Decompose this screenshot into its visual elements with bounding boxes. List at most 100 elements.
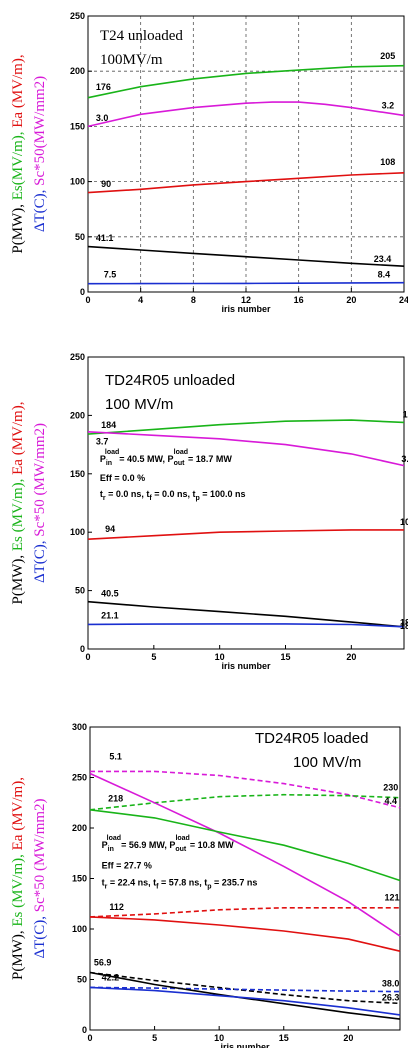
parameter-note-segment: r [105, 884, 108, 891]
series-line [89, 971, 401, 1005]
y-tick-label: 250 [70, 11, 85, 21]
y-axis-label-line2: ΔT(C), Sc*50 (MW/mm2) [32, 423, 48, 583]
parameter-note-segment: = 40.5 MW, P [119, 454, 173, 464]
data-label: 108 [380, 157, 395, 167]
y-tick-label: 50 [77, 975, 87, 985]
y-axis-label-part: ΔT(C), [32, 186, 48, 232]
chart-subtitle: 100 MV/m [105, 396, 173, 413]
series-line [87, 245, 405, 267]
y-tick-label: 100 [70, 527, 85, 537]
series-line [87, 281, 405, 285]
parameter-note-segment: = 57.8 ns, t [158, 878, 207, 888]
parameter-note-segment: P [100, 454, 106, 464]
chart-title: TD24R05 loaded [255, 730, 368, 747]
data-label: 194 [403, 410, 408, 420]
chart-t24-unloaded: 0 4 8 12 16 20 24 0 50 100 150 200 250 iris number 176… [10, 11, 408, 314]
parameter-note-segment: load [107, 835, 121, 842]
y-tick-label: 250 [72, 773, 87, 783]
data-label: 5.1 [109, 751, 122, 761]
y-tick-label: 0 [82, 1025, 87, 1035]
series-line [87, 64, 405, 99]
x-tick-label: 8 [191, 295, 196, 305]
data-label: 8.4 [378, 270, 391, 280]
series-line [89, 809, 401, 882]
x-tick-label: 15 [279, 1033, 289, 1043]
x-tick-label: 20 [343, 1033, 353, 1043]
y-tick-label: 300 [72, 722, 87, 732]
x-tick-label: 15 [280, 652, 290, 662]
y-axis-label-line1: P(MW), Es (MV/m), Ea (MV/m), [10, 777, 26, 980]
chart-subtitle: 100MV/m [100, 52, 163, 68]
series-line [87, 529, 404, 540]
series-line [89, 793, 401, 811]
x-tick-label: 5 [151, 652, 156, 662]
series-line [89, 971, 401, 1020]
y-axis-label-part: Sc*50 (MW/mm2) [32, 798, 48, 912]
y-tick-label: 200 [72, 823, 87, 833]
x-tick-label: 0 [85, 652, 90, 662]
series-line [87, 101, 405, 128]
data-label: 40.5 [101, 588, 119, 598]
parameter-note-segment: load [174, 449, 188, 456]
x-tick-label: 4 [138, 295, 143, 305]
series-line [89, 986, 401, 993]
parameter-note-segment: load [175, 835, 189, 842]
y-axis-label-part: Ea (MV/m), [10, 777, 26, 850]
parameter-note: Eff = 0.0 % [100, 473, 145, 483]
y-axis-label-line2: ΔT(C), Sc*50 (MW/mm2) [32, 798, 48, 958]
parameter-note: Pinload= 56.9 MW, Poutload= 10.8 MW [102, 835, 234, 853]
series-line [89, 916, 401, 952]
parameter-note-segment: f [156, 884, 159, 891]
data-label: 3.2 [382, 101, 395, 111]
data-label: 3.1 [401, 454, 408, 464]
series-line [87, 600, 405, 628]
data-label: 112 [109, 902, 124, 912]
axes-frame [87, 356, 405, 650]
y-axis-label-part: P(MW), [10, 927, 26, 980]
data-label: 230 [383, 783, 398, 793]
parameter-note-segment: = 18.7 MW [188, 454, 232, 464]
data-label: 26.3 [382, 993, 400, 1003]
y-axis-label-line1: P(MW), Es(MV/m), Ea (MV/m), [10, 54, 26, 253]
y-axis-label-part: Sc*50(MW/mm2) [32, 76, 48, 186]
y-axis-label-part: ΔT(C), [32, 912, 48, 958]
data-label: 18.0 [400, 618, 408, 628]
series-line [89, 906, 400, 918]
parameter-note: tr = 22.4 ns, tf = 57.8 ns, tp = 235.7 n… [102, 878, 258, 891]
parameter-note-segment: load [105, 449, 119, 456]
series-line [87, 623, 405, 628]
data-label: 3.7 [96, 437, 109, 447]
series-line [89, 986, 401, 1016]
y-axis-label-part: Es (MV/m), [10, 850, 26, 926]
parameter-note-segment: P [102, 840, 108, 850]
data-label: 21.1 [101, 611, 119, 621]
data-label: 102 [400, 517, 408, 527]
y-axis-label-part: P(MW), [10, 551, 26, 604]
data-label: 121 [385, 893, 400, 903]
y-tick-label: 250 [70, 352, 85, 362]
parameter-note-segment: t [100, 489, 103, 499]
x-tick-label: 12 [241, 295, 251, 305]
parameter-note-segment: p [207, 884, 211, 891]
series-line [89, 772, 401, 937]
chart-subtitle: 100 MV/m [293, 754, 361, 771]
x-tick-label: 5 [152, 1033, 157, 1043]
parameter-note-segment: = 22.4 ns, t [107, 878, 156, 888]
x-axis-label: iris number [221, 661, 271, 671]
x-tick-label: 20 [346, 652, 356, 662]
data-label: 205 [380, 51, 395, 61]
y-tick-label: 50 [75, 586, 85, 596]
x-tick-label: 16 [294, 295, 304, 305]
y-axis-label-part: Es (MV/m), [10, 475, 26, 551]
parameter-note-segment: p [195, 495, 199, 502]
parameter-note-segment: = 0.0 ns, t [152, 489, 196, 499]
y-axis-label-part: Ea (MV/m), [10, 54, 26, 127]
y-axis-label-line2: ΔT(C), Sc*50(MW/mm2) [32, 76, 48, 232]
y-axis-label-line1: P(MW), Es (MV/m), Ea (MV/m), [10, 402, 26, 605]
data-label: 94 [105, 524, 115, 534]
data-label: 56.9 [94, 957, 112, 967]
parameter-note-segment: Eff = 27.7 % [102, 860, 152, 870]
